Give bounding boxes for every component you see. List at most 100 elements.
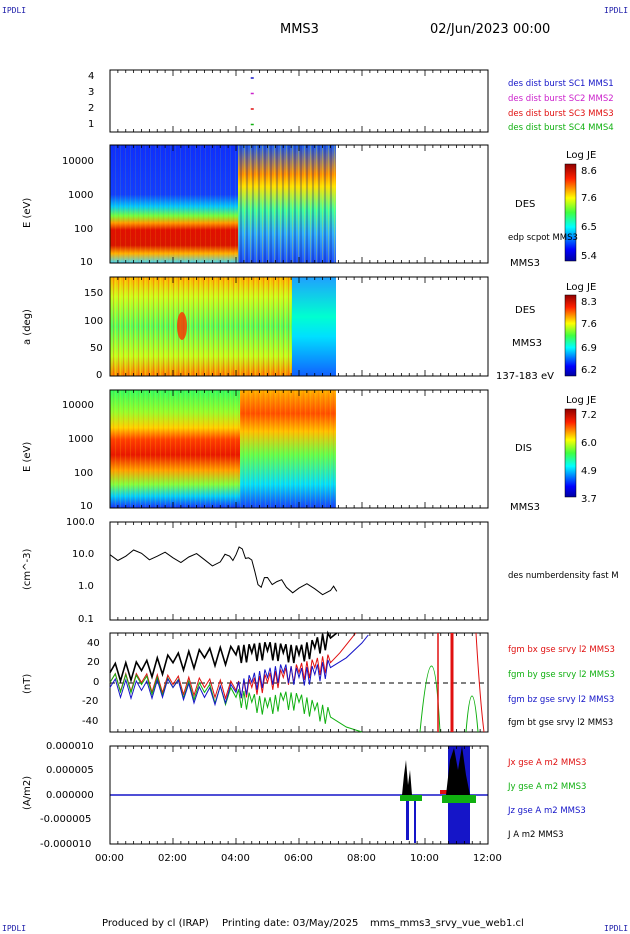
des-energy-cbar-tick-2: 7.6	[581, 193, 597, 204]
panel-bfield	[109, 630, 489, 733]
des-energy-cbar-tick-3: 6.5	[581, 222, 597, 233]
dis-energy-instrument: DIS	[515, 443, 532, 454]
burst-ytick-1: 1	[88, 119, 95, 130]
des-pitch-ytick-100: 100	[84, 316, 104, 327]
dis-energy-cbar-tick-2: 6.0	[581, 438, 597, 449]
burst-frame	[109, 69, 489, 133]
burst-ytick-4: 4	[88, 71, 95, 82]
des-pitch-energy-range: 137-183 eV	[496, 371, 554, 382]
spacecraft-title: MMS3	[280, 22, 319, 37]
jy-burst-main	[442, 795, 476, 803]
dis-energy-colorbar	[564, 408, 577, 498]
bfield-ytick-20: 20	[87, 657, 100, 668]
burst-legend-mms1: des dist burst SC1 MMS1	[508, 79, 614, 89]
current-legend-j: J A m2 MMS3	[508, 830, 564, 840]
footer-file: mms_mms3_srvy_vue_web1.cl	[370, 918, 524, 929]
corner-label-top-right: IPDLI	[604, 6, 629, 15]
burst-marks	[250, 77, 254, 126]
dis-energy-cbar-tick-1: 7.2	[581, 410, 597, 421]
burst-legend-mms3: des dist burst SC3 MMS3	[508, 109, 614, 119]
burst-mark	[250, 77, 254, 79]
bfield-ytick-minus20: -20	[82, 696, 99, 707]
corner-label-top-left: IPDLI	[2, 6, 27, 15]
des-energy-overlay: edp scpot MMS3	[508, 233, 578, 243]
panel-des-pitch	[109, 276, 489, 377]
burst-ytick-3: 3	[88, 87, 95, 98]
bx-late-arc	[475, 632, 485, 733]
des-pitch-feature	[177, 312, 187, 340]
des-pitch-instrument: DES	[515, 305, 536, 316]
density-ytick-10: 10.0	[72, 549, 95, 560]
burst-mark	[250, 123, 254, 126]
bfield-series-line	[109, 634, 369, 707]
j-burst-main	[446, 746, 470, 795]
dis-energy-ytick-10: 10	[80, 501, 93, 512]
bfield-legend-bt: fgm bt gse srvy l2 MMS3	[508, 718, 614, 728]
time-label-3: 06:00	[284, 853, 313, 864]
time-axis	[109, 70, 489, 844]
des-energy-texture	[238, 145, 336, 263]
des-pitch-cbar-tick-3: 6.9	[581, 343, 597, 354]
time-label-1: 02:00	[158, 853, 187, 864]
jz-burst-2	[414, 795, 416, 843]
dis-energy-ylabel: E (eV)	[22, 441, 33, 472]
des-pitch-ytick-50: 50	[90, 343, 103, 354]
des-pitch-colorbar	[564, 294, 577, 377]
bfield-ytick-0: 0	[93, 677, 100, 688]
des-energy-ylabel: E (eV)	[22, 197, 33, 228]
footer-printing: Printing date: 03/May/2025	[222, 918, 359, 929]
bfield-legend-by: fgm by gse srvy l2 MMS3	[508, 670, 615, 680]
plot-area	[109, 69, 577, 845]
current-ytick-4: -0.000005	[40, 814, 92, 825]
burst-mark	[250, 92, 254, 95]
des-pitch-ytick-150: 150	[84, 288, 104, 299]
current-legend-jy: Jy gse A m2 MMS3	[508, 782, 587, 792]
des-pitch-ytick-0: 0	[96, 370, 103, 381]
density-series-line	[109, 546, 338, 596]
burst-legend-mms2: des dist burst SC2 MMS2	[508, 94, 614, 104]
dis-energy-ytick-1000: 1000	[68, 434, 94, 445]
time-label-4: 08:00	[347, 853, 376, 864]
by-late-arc-2	[465, 695, 479, 733]
dis-energy-cbar-title: Log JE	[566, 395, 597, 406]
density-ytick-1: 1.0	[78, 581, 94, 592]
bfield-series	[109, 630, 369, 733]
footer-produced: Produced by cl (IRAP)	[102, 918, 209, 929]
dis-energy-texture	[110, 390, 336, 508]
des-energy-colorbar	[564, 163, 577, 262]
corner-label-bottom-right: IPDLI	[604, 924, 629, 933]
des-pitch-ylabel: a (deg)	[22, 309, 33, 345]
panel-dis-energy	[109, 389, 489, 509]
density-ytick-0.1: 0.1	[78, 614, 94, 625]
dis-energy-ytick-10000: 10000	[62, 400, 94, 411]
dis-energy-ytick-100: 100	[74, 468, 94, 479]
bfield-ytick-minus40: -40	[82, 716, 99, 727]
density-frame	[109, 521, 489, 621]
des-energy-ytick-10: 10	[80, 257, 93, 268]
bfield-series-line	[109, 630, 338, 684]
bfield-series-line	[109, 632, 357, 701]
des-energy-cbar-tick-1: 8.6	[581, 166, 597, 177]
des-pitch-late	[292, 277, 336, 376]
bfield-legend-bx: fgm bx gse srvy l2 MMS3	[508, 645, 615, 655]
corner-label-bottom-left: IPDLI	[2, 924, 27, 933]
dis-energy-cbar-tick-4: 3.7	[581, 494, 597, 505]
burst-ytick-2: 2	[88, 103, 95, 114]
current-legend-jz: Jz gse A m2 MMS3	[508, 806, 586, 816]
burst-mark	[250, 108, 254, 110]
des-energy-cbar-title: Log JE	[566, 150, 597, 161]
time-label-6: 12:00	[473, 853, 502, 864]
j-burst-1	[402, 760, 412, 795]
date-title: 02/Jun/2023 00:00	[430, 22, 551, 37]
current-ytick-5: -0.000010	[40, 839, 92, 850]
current-ylabel: (A/m2)	[22, 775, 33, 810]
panel-current	[109, 745, 489, 845]
bfield-ytick-40: 40	[87, 638, 100, 649]
des-energy-ytick-1000: 1000	[68, 190, 94, 201]
des-energy-instrument: DES	[515, 199, 536, 210]
density-ytick-100: 100.0	[66, 517, 95, 528]
time-label-2: 04:00	[221, 853, 250, 864]
jy-burst-1	[400, 795, 422, 801]
time-label-5: 10:00	[410, 853, 439, 864]
current-ytick-2: 0.000005	[46, 765, 94, 776]
